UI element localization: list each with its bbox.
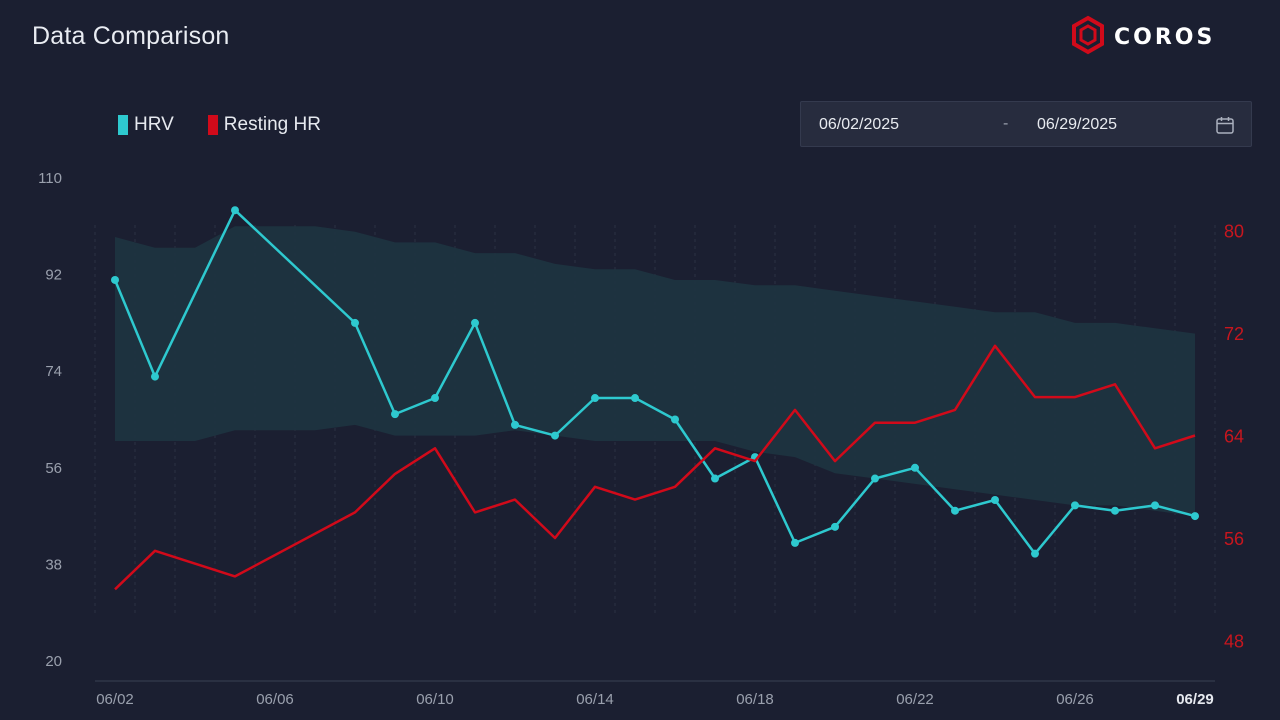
- y-right-tick-label: 64: [1224, 427, 1244, 447]
- hrv-point: [1031, 549, 1039, 558]
- start-date-input[interactable]: 06/02/2025: [819, 116, 900, 133]
- y-right-tick-label: 72: [1224, 324, 1244, 344]
- legend-item-resting-hr[interactable]: Resting HR: [207, 114, 321, 136]
- hrv-point: [231, 206, 239, 215]
- x-tick-label: 06/29: [1176, 691, 1214, 708]
- x-tick-label: 06/14: [576, 691, 614, 708]
- hrv-point: [991, 496, 999, 504]
- hrv-point: [671, 415, 679, 424]
- y-left-tick-label: 110: [38, 170, 62, 187]
- hrv-point: [791, 538, 799, 547]
- hrv-point: [551, 431, 559, 440]
- resting-hr-line: [114, 344, 1196, 591]
- hrv-point: [631, 394, 639, 403]
- hrv-point: [511, 420, 519, 429]
- hrv-point: [1071, 501, 1079, 510]
- hrv-point: [871, 474, 879, 483]
- date-range-picker[interactable]: 06/02/2025 - 06/29/2025: [800, 101, 1252, 147]
- hrv-point: [591, 394, 599, 403]
- hrv-point: [111, 275, 119, 284]
- hrv-point: [711, 474, 719, 483]
- coros-logo-icon: COROS: [1072, 15, 1215, 55]
- calendar-icon[interactable]: [1215, 115, 1235, 135]
- y-right-tick-label: 48: [1224, 632, 1244, 652]
- hrv-point: [1151, 501, 1159, 510]
- y-right-tick-label: 56: [1224, 529, 1244, 549]
- x-tick-label: 06/18: [736, 691, 774, 708]
- legend-label: HRV: [134, 114, 174, 135]
- hrv-point: [431, 394, 439, 403]
- x-tick-label: 06/06: [256, 691, 294, 708]
- legend-item-hrv[interactable]: HRV: [118, 114, 174, 136]
- hrv-baseline-band: [115, 226, 1195, 517]
- legend-label: Resting HR: [223, 114, 321, 135]
- hrv-point: [951, 506, 959, 515]
- hrv-point: [351, 318, 359, 327]
- y-right-tick-label: 80: [1224, 222, 1244, 242]
- legend-swatch-hrv: [118, 115, 128, 135]
- hrv-point: [831, 522, 839, 531]
- hrv-point: [1191, 512, 1199, 521]
- legend-swatch-resting-hr: [207, 115, 218, 135]
- x-tick-label: 06/22: [896, 691, 934, 708]
- page-title: Data Comparison: [32, 22, 230, 50]
- end-date-input[interactable]: 06/29/2025: [1037, 116, 1118, 133]
- y-left-tick-label: 74: [45, 363, 62, 380]
- svg-text:COROS: COROS: [1114, 25, 1215, 50]
- y-left-tick-label: 38: [45, 556, 62, 573]
- hrv-point: [1111, 506, 1119, 515]
- x-tick-label: 06/26: [1056, 691, 1094, 708]
- y-left-tick-label: 20: [45, 653, 62, 670]
- y-left-tick-label: 56: [45, 460, 62, 477]
- hrv-point: [151, 372, 159, 381]
- x-tick-label: 06/10: [416, 691, 454, 708]
- x-tick-label: 06/02: [96, 691, 134, 708]
- hrv-point: [391, 410, 399, 419]
- hrv-point: [471, 318, 479, 327]
- hrv-point: [911, 463, 919, 472]
- legend: HRV Resting HR: [118, 114, 355, 136]
- date-range-separator: -: [1003, 115, 1009, 132]
- y-left-tick-label: 92: [45, 267, 62, 284]
